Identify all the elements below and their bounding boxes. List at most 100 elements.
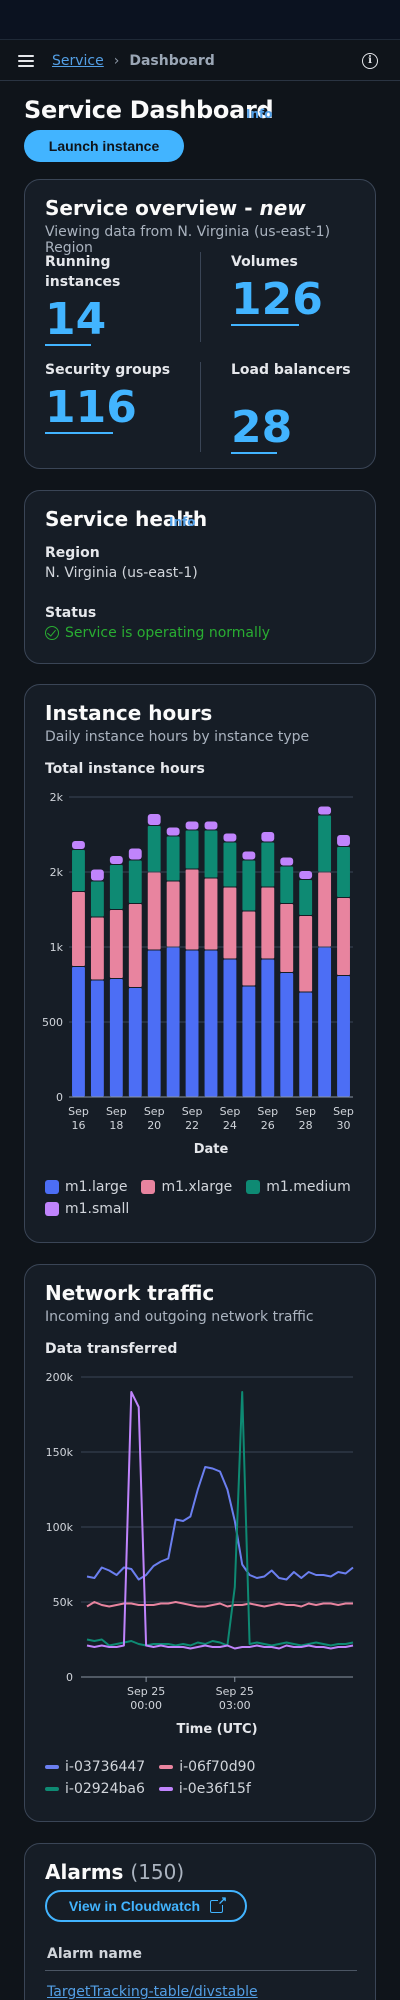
bar-segment xyxy=(318,815,332,872)
instance-hours-chart[interactable]: 05001k2k2kSep16Sep18Sep20Sep22Sep24Sep26… xyxy=(25,685,377,1155)
legend-item[interactable]: i-0e36f15f xyxy=(158,1781,251,1797)
bar-segment xyxy=(166,827,180,836)
bar-segment xyxy=(185,869,199,950)
legend-label: i-02924ba6 xyxy=(65,1781,145,1797)
region-label: Region xyxy=(45,545,100,561)
bar-segment xyxy=(109,910,123,978)
health-info-link[interactable]: Info xyxy=(169,515,196,529)
stat-value-security-groups[interactable]: 116 xyxy=(45,382,137,433)
breadcrumb-bar: Service › Dashboard i xyxy=(0,41,400,81)
legend-item[interactable]: i-03736447 xyxy=(45,1759,145,1775)
x-tick-label: 26 xyxy=(261,1119,275,1132)
legend-item[interactable]: i-02924ba6 xyxy=(45,1781,145,1797)
region-value: N. Virginia (us-east-1) xyxy=(45,565,198,581)
view-in-cloudwatch-button[interactable]: View in Cloudwatch xyxy=(45,1890,247,1922)
breadcrumb-service[interactable]: Service xyxy=(52,52,104,69)
bar-segment xyxy=(185,950,199,1097)
legend-swatch xyxy=(159,1765,174,1769)
alarms-card: Alarms (150) View in Cloudwatch Alarm na… xyxy=(24,1843,376,2000)
bar-segment xyxy=(261,832,275,842)
network-subtitle: Incoming and outgoing network traffic xyxy=(45,1309,314,1325)
bar-segment xyxy=(223,887,237,959)
network-traffic-card: Network traffic Incoming and outgoing ne… xyxy=(24,1264,376,1822)
stat-underline xyxy=(45,344,91,346)
legend-label: i-06f70d90 xyxy=(179,1759,256,1775)
x-tick-label: 24 xyxy=(223,1119,237,1132)
legend-label: i-03736447 xyxy=(65,1759,146,1775)
legend-item[interactable]: m1.medium xyxy=(246,1179,351,1195)
x-axis-label: Time (UTC) xyxy=(176,1722,257,1737)
y-tick-label: 1k xyxy=(50,941,64,954)
x-tick-label: Sep xyxy=(144,1105,165,1118)
bar-segment xyxy=(318,947,332,1097)
bar-segment xyxy=(318,872,332,947)
legend-swatch xyxy=(158,1787,173,1791)
bar-segment xyxy=(147,872,161,950)
chevron-right-icon: › xyxy=(113,52,120,69)
stat-value-volumes[interactable]: 126 xyxy=(231,274,323,325)
x-tick-label: Sep xyxy=(295,1105,316,1118)
instance-hours-chart-label: Total instance hours xyxy=(45,761,205,777)
service-overview-card: Service overview - new Viewing data from… xyxy=(24,179,376,469)
status-value: Service is operating normally xyxy=(45,625,270,641)
alarms-count: (150) xyxy=(130,1860,185,1884)
legend-swatch xyxy=(45,1180,59,1194)
bar-segment xyxy=(299,916,313,992)
bar-segment xyxy=(242,986,256,1097)
bar-segment xyxy=(280,904,294,972)
alarm-row-link[interactable]: TargetTracking-table/divstable xyxy=(47,1984,258,2000)
network-legend: i-03736447 i-06f70d90 i-02924ba6 i-0e36f15f xyxy=(45,1759,365,1797)
bar-segment xyxy=(90,917,104,980)
status-ok-icon xyxy=(45,626,59,640)
bar-segment xyxy=(109,865,123,909)
series-line xyxy=(86,1391,354,1650)
page-info-link[interactable]: Info xyxy=(246,107,273,121)
bar-segment xyxy=(223,842,237,887)
legend-item[interactable]: m1.large xyxy=(45,1179,127,1195)
legend-label: m1.large xyxy=(65,1179,128,1195)
launch-instance-button[interactable]: Launch instance xyxy=(24,130,184,162)
breadcrumb-current: Dashboard xyxy=(129,52,215,69)
legend-label: m1.small xyxy=(65,1201,130,1217)
legend-item[interactable]: m1.xlarge xyxy=(141,1179,232,1195)
bar-segment xyxy=(109,856,123,864)
y-tick-label: 0 xyxy=(66,1671,73,1684)
bar-segment xyxy=(280,857,294,866)
bar-segment xyxy=(242,860,256,911)
legend-item[interactable]: m1.small xyxy=(45,1201,129,1217)
bar-segment xyxy=(299,871,313,879)
instance-hours-subtitle: Daily instance hours by instance type xyxy=(45,729,310,745)
info-icon[interactable]: i xyxy=(362,53,378,69)
y-tick-label: 2k xyxy=(50,866,64,879)
bar-segment xyxy=(72,967,85,1097)
bar-segment xyxy=(204,950,218,1097)
y-tick-label: 2k xyxy=(50,791,64,804)
legend-item[interactable]: i-06f70d90 xyxy=(159,1759,255,1775)
legend-label: m1.medium xyxy=(266,1179,351,1195)
alarm-name-column-header[interactable]: Alarm name xyxy=(47,1946,142,1962)
x-tick-label: Sep xyxy=(68,1105,89,1118)
x-axis-label: Date xyxy=(194,1142,229,1155)
x-tick-label: 22 xyxy=(185,1119,199,1132)
bar-segment xyxy=(337,847,350,897)
x-tick-label: Sep xyxy=(257,1105,278,1118)
bar-segment xyxy=(72,850,85,891)
network-chart-label: Data transferred xyxy=(45,1341,178,1357)
bar-segment xyxy=(128,988,142,1097)
x-tick-label: 16 xyxy=(71,1119,85,1132)
bar-segment xyxy=(185,830,199,869)
status-label: Status xyxy=(45,605,97,621)
menu-icon[interactable] xyxy=(18,54,34,67)
stat-value-running-instances[interactable]: 14 xyxy=(45,294,107,345)
bar-segment xyxy=(204,830,218,878)
bar-segment xyxy=(128,904,142,987)
x-tick-label: 03:00 xyxy=(219,1699,251,1712)
top-bar xyxy=(0,0,400,40)
overview-title: Service overview - new xyxy=(45,196,306,220)
bar-segment xyxy=(185,821,199,830)
stat-value-load-balancers[interactable]: 28 xyxy=(231,402,293,453)
bar-segment xyxy=(223,833,237,842)
page-title: Service Dashboard xyxy=(24,96,274,124)
bar-segment xyxy=(280,866,294,903)
